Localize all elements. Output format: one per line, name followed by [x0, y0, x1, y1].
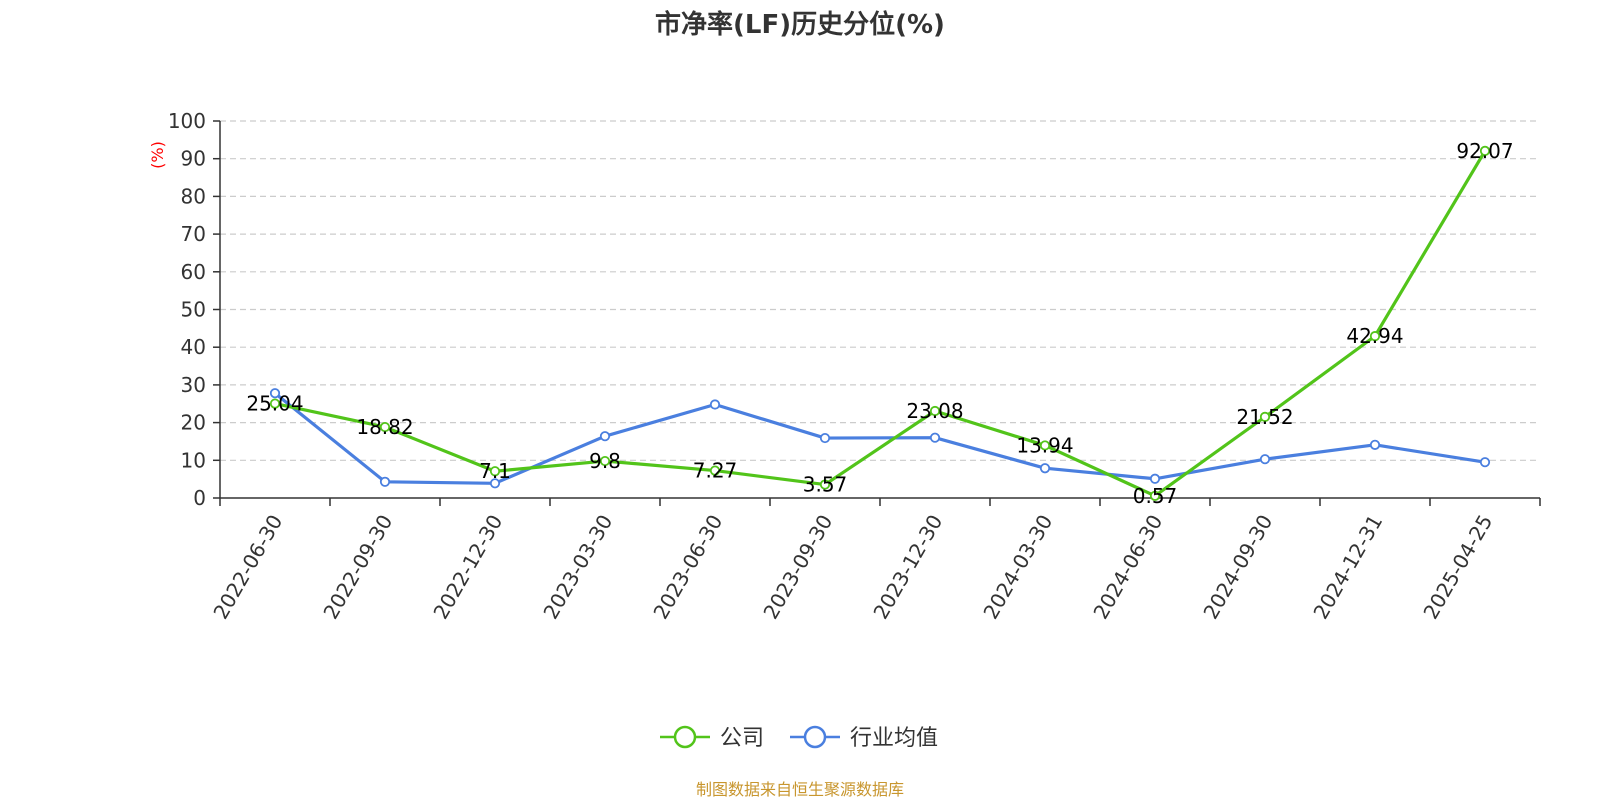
y-tick-label: 30 — [181, 373, 206, 397]
data-point — [819, 432, 831, 444]
legend-marker — [803, 725, 827, 749]
data-point — [1369, 331, 1381, 342]
series-layer — [269, 145, 1491, 501]
data-label: 92.07 — [1456, 139, 1513, 163]
data-point — [709, 465, 721, 476]
x-tick-label: 2022-09-30 — [318, 511, 397, 624]
y-tick-label: 0 — [193, 486, 206, 510]
data-point — [1149, 473, 1161, 484]
data-label: 42.94 — [1346, 324, 1403, 348]
x-tick-label: 2024-03-30 — [978, 511, 1057, 624]
x-tick-label: 2025-04-25 — [1418, 511, 1497, 624]
data-point — [379, 476, 391, 487]
data-point — [1039, 463, 1051, 474]
grid-lines — [220, 120, 1540, 461]
data-label: 18.82 — [356, 415, 413, 439]
x-tick-label: 2023-09-30 — [758, 511, 837, 624]
data-point — [1259, 411, 1271, 422]
data-label: 3.57 — [803, 473, 848, 497]
axes — [213, 120, 1541, 506]
data-point — [489, 478, 501, 489]
data-label: 9.8 — [589, 449, 621, 473]
x-tick-labels: 2022-06-30 2022-09-30 2022-12-30 2023-03-30… — [208, 511, 1497, 624]
legend-item[interactable]: 公司 — [660, 725, 764, 751]
y-tick-label: 50 — [181, 298, 206, 322]
data-label: 25.04 — [246, 392, 303, 416]
data-point — [929, 432, 941, 443]
x-tick-label: 2024-12-31 — [1308, 511, 1387, 624]
legend-label: 公司 — [720, 726, 764, 751]
y-tick-label: 90 — [181, 147, 206, 171]
data-point — [1149, 490, 1161, 501]
data-label: 7.1 — [479, 459, 511, 483]
legend-item[interactable]: 行业均值 — [790, 725, 938, 751]
x-tick-label: 2023-03-30 — [538, 511, 617, 624]
y-tick-label: 100 — [168, 109, 206, 133]
y-tick-label: 70 — [181, 222, 206, 246]
data-point — [379, 421, 391, 433]
y-axis-label: (%) — [148, 141, 167, 169]
data-point — [1369, 439, 1381, 450]
data-label: 21.52 — [1236, 405, 1293, 429]
data-point — [929, 405, 941, 417]
legend-marker — [673, 725, 697, 749]
data-point — [709, 399, 721, 410]
data-point — [599, 431, 611, 442]
data-point — [1479, 145, 1491, 156]
chart-title: 市净率(LF)历史分位(%) — [655, 9, 945, 40]
data-label: 13.94 — [1016, 433, 1073, 457]
data-label: 0.57 — [1133, 484, 1178, 508]
y-tick-label: 40 — [181, 335, 206, 359]
series-line — [274, 150, 1487, 498]
data-point — [269, 398, 281, 409]
series-line — [273, 391, 1486, 485]
x-tick-label: 2023-12-30 — [868, 511, 947, 624]
x-tick-label: 2022-06-30 — [208, 511, 287, 624]
data-point — [489, 466, 501, 477]
y-tick-label: 20 — [181, 411, 206, 435]
data-point — [1259, 454, 1271, 465]
y-tick-label: 10 — [181, 448, 206, 472]
legend[interactable]: 公司 行业均值 — [660, 725, 938, 751]
y-tick-label: 60 — [181, 260, 206, 284]
x-tick-label: 2023-06-30 — [648, 511, 727, 624]
x-tick-label: 2022-12-30 — [428, 511, 507, 624]
data-point — [1039, 440, 1051, 451]
data-point — [269, 388, 281, 399]
data-labels: 25.04 18.82 7.1 9.8 7.27 3.57 23.08 13.94 0.57 21… — [246, 139, 1513, 508]
data-point — [1479, 457, 1491, 468]
y-tick-label: 80 — [181, 184, 206, 208]
x-tick-label: 2024-09-30 — [1198, 511, 1277, 624]
legend-label: 行业均值 — [850, 726, 938, 751]
data-point — [599, 455, 611, 467]
y-tick-labels: 0 10 20 30 40 50 60 70 80 90 100 — [168, 109, 206, 510]
source-note: 制图数据来自恒生聚源数据库 — [696, 780, 904, 799]
x-tick-label: 2024-06-30 — [1088, 511, 1167, 624]
data-point — [819, 479, 831, 490]
data-label: 23.08 — [906, 399, 963, 423]
data-label: 7.27 — [693, 459, 738, 483]
